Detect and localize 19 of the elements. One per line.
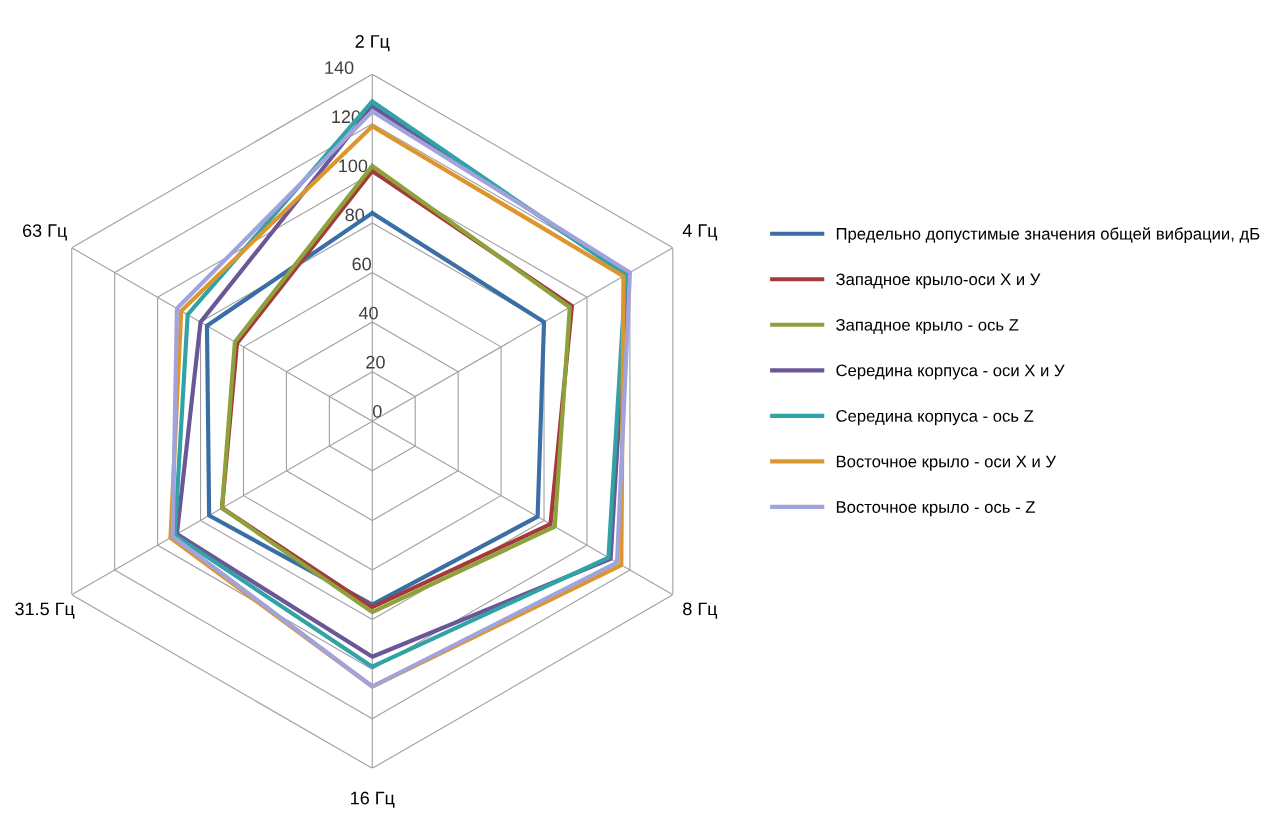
- y-tick-label: 20: [366, 355, 385, 369]
- y-tick-label: 0: [373, 404, 382, 418]
- y-tick-label: 40: [358, 306, 378, 320]
- legend-label: Западное крыло-оси X и У: [836, 273, 1041, 289]
- legend-label: Середина корпуса - ось Z: [836, 410, 1034, 426]
- spoke-label: 16 Гц: [351, 791, 395, 808]
- legend-label: Предельно допустимые значения общей вибрации, дБ: [836, 227, 1260, 243]
- legend-label: Середина корпуса - оси X и У: [836, 364, 1065, 380]
- spoke-label: 31.5 Гц: [15, 602, 75, 619]
- legend-label: Восточное крыло - ось - Z: [836, 501, 1035, 517]
- y-tick-label: 60: [352, 257, 371, 271]
- y-tick-label: 100: [339, 159, 368, 173]
- y-tick-label: 140: [325, 61, 354, 75]
- legend-label: Западное крыло - ось Z: [836, 318, 1019, 335]
- spoke-label: 8 Гц: [683, 602, 718, 619]
- spoke-label: 4 Гц: [682, 224, 718, 241]
- spoke-label: 63 Гц: [22, 224, 67, 241]
- spoke-label: 2 Гц: [355, 35, 390, 52]
- legend-label: Восточное крыло - оси X и У: [836, 455, 1057, 471]
